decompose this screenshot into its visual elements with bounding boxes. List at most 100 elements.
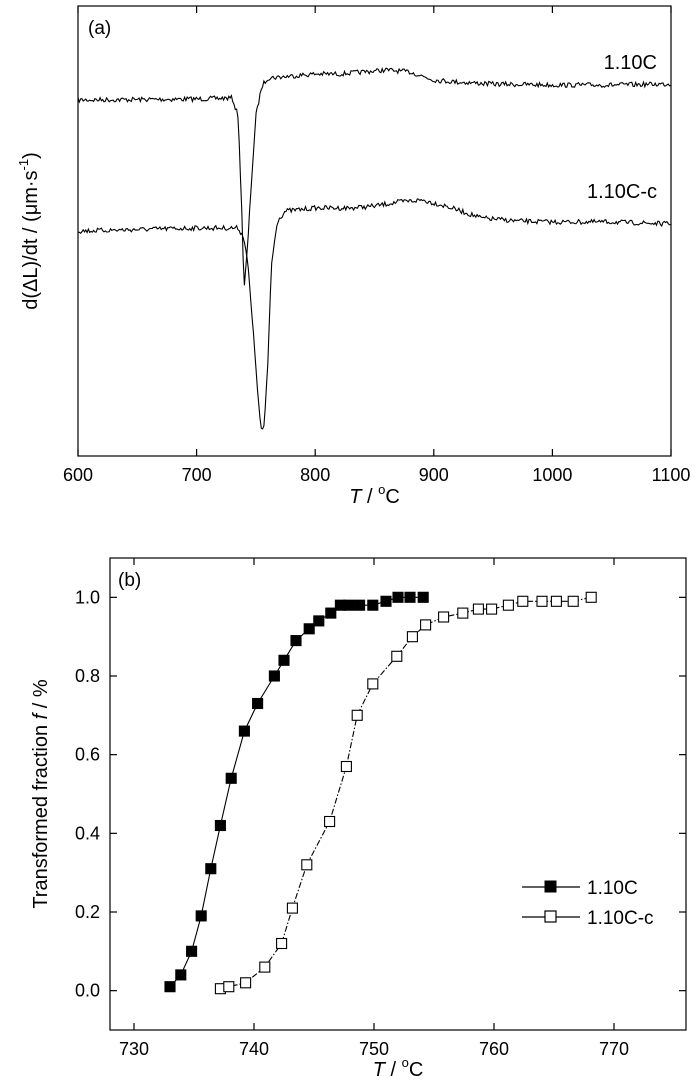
panel-b-point-2-3 [259,961,271,973]
panel-a-x-ticks: 600 700 800 900 1000 1100 [63,6,690,485]
panel-b-point-2-4 [276,937,288,950]
panel-b-point-1-19 [380,595,392,607]
panel-b-series [164,591,597,995]
panel-b-y-axis-label: Transformed fraction f / % [30,679,52,909]
panel-b-x-unit: C [409,1059,423,1081]
panel-b-point-2-16 [472,603,484,615]
panel-b-point-2-14 [438,611,450,623]
panel-b-point-2-12 [406,631,418,643]
panel-b-point-2-22 [567,595,579,607]
panel-b-point-1-16 [343,599,355,611]
panel-b-y-text: Transformed fraction [30,719,52,908]
panel-b-point-2-9 [351,709,363,721]
panel-b-point-1-9 [268,670,280,682]
panel-b-point-1-10 [278,654,290,666]
panel-b-point-2-6 [301,859,313,871]
panel-a-x-tick-label-1000: 1000 [532,465,572,485]
panel-b-point-2-18 [502,599,514,611]
panel-a-series-line-2 [77,198,671,430]
panel-b-point-1-0 [164,981,176,993]
panel-b-point-2-21 [550,595,562,607]
panel-a-series-label-2: 1.10C-c [587,181,657,203]
legend-label-1: 1.10C [587,878,638,899]
panel-b-point-1-3 [195,910,207,922]
panel-b-x-sep: / [385,1059,402,1081]
panel-b-x-var: T [373,1059,387,1081]
panel-a-x-sep: / [361,486,378,508]
panel-b-x-axis-label: T / oC [373,1055,424,1081]
panel-b-x-tick-label-730: 730 [119,1039,149,1059]
panel-a-x-tick-label-700: 700 [182,465,212,485]
panel-b-y-tick-label-4: 0.8 [75,666,100,686]
panel-b-point-1-7 [238,725,250,737]
panel-b-point-1-8 [252,697,264,710]
panel-b-point-1-14 [325,607,337,619]
panel-b-point-1-17 [354,599,366,611]
panel-a-x-unit: C [385,486,399,508]
panel-b-frame [109,557,687,1031]
panel-b-point-2-10 [367,678,379,690]
panel-b-point-2-7 [324,815,336,828]
panel-b-point-1-1 [175,969,187,981]
panel-a-x-tick-label-600: 600 [63,465,93,485]
panel-b-point-1-21 [404,591,416,603]
panel-a-y-sup: -1 [16,159,31,171]
panel-a-y-text: d(ΔL)/dt / (μm·s [20,170,42,309]
panel-b-point-1-11 [290,635,302,647]
panel-b-point-2-15 [457,607,469,619]
panel-b-y-post: / % [30,679,52,714]
legend-marker-1 [544,880,557,893]
panel-a-series-line-1 [77,67,671,286]
panel-a-series-label-1: 1.10C [604,52,657,74]
panel-b-point-2-5 [286,902,298,914]
panel-b-y-tick-label-0: 0.0 [75,981,100,1001]
panel-b-point-2-23 [585,591,597,603]
panel-a-x-tick-label-800: 800 [300,465,330,485]
panel-a-x-tick-label-1100: 1100 [652,465,691,485]
panel-b-point-2-11 [391,650,403,662]
legend-item-1: 1.10C [522,878,638,899]
panel-b-series-1 [164,591,429,993]
panel-b-point-1-22 [417,591,429,603]
panel-b-y-tick-label-1: 0.2 [75,902,100,922]
panel-b-point-2-2 [240,977,252,989]
panel-b-point-2-19 [517,595,529,607]
panel-b-x-tick-label-770: 770 [599,1039,629,1059]
panel-b-point-1-12 [303,623,315,635]
panel-b-point-1-18 [367,599,379,611]
panel-b-x-tick-label-760: 760 [479,1039,509,1059]
legend-label-2: 1.10C-c [587,908,654,929]
panel-b-point-2-1 [223,981,235,993]
panel-b-point-1-20 [392,591,404,603]
panel-b-point-1-13 [313,615,325,627]
panel-b-point-1-5 [214,819,226,832]
panel-b-legend: 1.10C 1.10C-c [522,878,654,929]
legend-marker-2 [544,910,557,923]
panel-b-point-2-20 [536,595,548,607]
legend-item-2: 1.10C-c [522,908,654,929]
panel-a-x-degree: o [378,482,385,497]
panel-a-frame [77,5,672,457]
panel-b-series-2 [214,591,597,995]
panel-b-x-degree: o [402,1055,409,1070]
panel-b-y-tick-label-2: 0.4 [75,823,100,843]
panel-b-point-2-8 [340,760,352,773]
panel-b-y-tick-label-3: 0.6 [75,745,100,765]
panel-a-series [77,67,671,430]
panel-b-x-tick-label-750: 750 [359,1039,389,1059]
panel-b-x-tick-label-740: 740 [239,1039,269,1059]
panel-a-x-var: T [349,486,363,508]
panel-b-point-1-4 [205,863,217,875]
panel-b-y-tick-label-5: 1.0 [75,587,100,607]
panel-b-point-1-2 [186,945,198,957]
panel-b-point-2-13 [420,619,432,631]
panel-a-x-tick-label-900: 900 [419,465,449,485]
panel-a-label: (a) [88,18,111,39]
panel-a-x-axis-label: T / oC [349,482,400,508]
panel-a: 600 700 800 900 1000 1100 (a) 1.10C 1.10C-c T… [16,5,690,508]
panel-b: 730 740 750 760 770 0.0 0.2 0.4 0.6 0.8 1.0 (b) 1.… [30,557,687,1081]
panel-b-y-var: f [30,711,52,719]
panel-b-ticks: 730 740 750 760 770 0.0 0.2 0.4 0.6 0.8 1.0 [75,558,686,1059]
